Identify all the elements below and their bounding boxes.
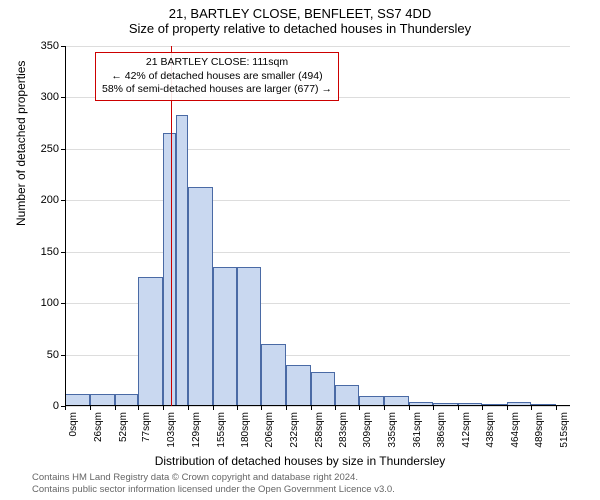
xtick-label: 77sqm xyxy=(141,412,152,442)
ytick-label: 150 xyxy=(41,246,59,258)
xtick-label: 258sqm xyxy=(314,412,325,448)
histogram-chart: 0501001502002503003500sqm26sqm52sqm77sqm… xyxy=(65,46,570,406)
histogram-bar xyxy=(335,385,360,406)
info-box-line: 21 BARTLEY CLOSE: 111sqm xyxy=(102,56,332,70)
xtick-label: 489sqm xyxy=(534,412,545,448)
xtick-mark xyxy=(115,406,116,410)
footer-line-2: Contains public sector information licen… xyxy=(32,484,395,496)
info-box-line: ← 42% of detached houses are smaller (49… xyxy=(102,70,332,84)
xtick-label: 283sqm xyxy=(338,412,349,448)
xtick-label: 129sqm xyxy=(191,412,202,448)
grid-line xyxy=(65,200,570,201)
y-axis xyxy=(65,46,66,406)
xtick-mark xyxy=(482,406,483,410)
xtick-label: 155sqm xyxy=(216,412,227,448)
xtick-label: 386sqm xyxy=(436,412,447,448)
histogram-bar xyxy=(188,187,213,406)
xtick-label: 206sqm xyxy=(264,412,275,448)
histogram-bar xyxy=(213,267,237,406)
xtick-label: 52sqm xyxy=(118,412,129,442)
xtick-mark xyxy=(433,406,434,410)
xtick-label: 232sqm xyxy=(289,412,300,448)
xtick-mark xyxy=(188,406,189,410)
xtick-mark xyxy=(409,406,410,410)
xtick-mark xyxy=(359,406,360,410)
histogram-bar xyxy=(237,267,262,406)
histogram-bar xyxy=(138,277,163,406)
histogram-bar xyxy=(261,344,286,406)
x-axis xyxy=(65,405,570,406)
xtick-mark xyxy=(384,406,385,410)
grid-line xyxy=(65,149,570,150)
xtick-mark xyxy=(237,406,238,410)
xtick-mark xyxy=(138,406,139,410)
ytick-label: 250 xyxy=(41,143,59,155)
xtick-mark xyxy=(261,406,262,410)
xtick-label: 0sqm xyxy=(68,412,79,436)
xtick-label: 438sqm xyxy=(485,412,496,448)
grid-line xyxy=(65,252,570,253)
xtick-mark xyxy=(311,406,312,410)
histogram-bar xyxy=(286,365,311,406)
property-info-box: 21 BARTLEY CLOSE: 111sqm← 42% of detache… xyxy=(95,52,339,101)
xtick-label: 412sqm xyxy=(461,412,472,448)
xtick-label: 361sqm xyxy=(412,412,423,448)
page-title-address: 21, BARTLEY CLOSE, BENFLEET, SS7 4DD xyxy=(0,0,600,21)
xtick-label: 464sqm xyxy=(510,412,521,448)
histogram-bar xyxy=(163,133,175,406)
histogram-bar xyxy=(176,115,188,406)
xtick-mark xyxy=(163,406,164,410)
ytick-label: 200 xyxy=(41,194,59,206)
histogram-bar xyxy=(311,372,335,406)
attribution-footer: Contains HM Land Registry data © Crown c… xyxy=(32,472,395,496)
xtick-label: 26sqm xyxy=(93,412,104,442)
xtick-label: 515sqm xyxy=(559,412,570,448)
xtick-mark xyxy=(90,406,91,410)
grid-line xyxy=(65,406,570,407)
ytick-label: 300 xyxy=(41,91,59,103)
xtick-mark xyxy=(531,406,532,410)
xtick-mark xyxy=(556,406,557,410)
x-axis-label: Distribution of detached houses by size … xyxy=(0,454,600,468)
xtick-label: 335sqm xyxy=(387,412,398,448)
xtick-mark xyxy=(458,406,459,410)
xtick-mark xyxy=(335,406,336,410)
xtick-mark xyxy=(65,406,66,410)
xtick-mark xyxy=(213,406,214,410)
xtick-mark xyxy=(507,406,508,410)
y-axis-label: Number of detached properties xyxy=(14,61,28,226)
xtick-label: 103sqm xyxy=(166,412,177,448)
xtick-label: 180sqm xyxy=(240,412,251,448)
page-subtitle: Size of property relative to detached ho… xyxy=(0,21,600,36)
xtick-mark xyxy=(286,406,287,410)
info-box-line: 58% of semi-detached houses are larger (… xyxy=(102,83,332,97)
ytick-label: 0 xyxy=(53,400,59,412)
grid-line xyxy=(65,46,570,47)
xtick-label: 309sqm xyxy=(362,412,373,448)
ytick-label: 100 xyxy=(41,297,59,309)
ytick-label: 350 xyxy=(41,40,59,52)
ytick-label: 50 xyxy=(47,349,59,361)
footer-line-1: Contains HM Land Registry data © Crown c… xyxy=(32,472,395,484)
